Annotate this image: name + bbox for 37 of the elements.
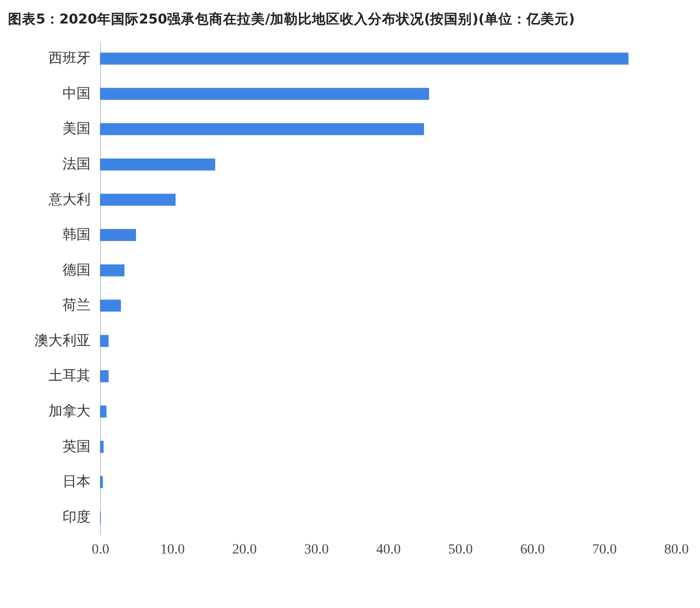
- x-tick-label: 60.0: [520, 542, 545, 558]
- bar: [100, 440, 104, 453]
- y-tick-label: 印度: [62, 509, 90, 526]
- y-tick-label: 德国: [62, 262, 90, 278]
- bar: [100, 406, 106, 418]
- bar: [100, 334, 109, 347]
- bar: [100, 264, 124, 276]
- y-tick-label: 日本: [62, 474, 90, 490]
- x-tick-label: 20.0: [232, 542, 257, 558]
- y-tick-label: 美国: [62, 121, 90, 138]
- x-tick-label: 80.0: [664, 542, 689, 558]
- bar: [100, 52, 628, 65]
- y-tick-label: 中国: [62, 86, 90, 102]
- bar: [100, 123, 424, 136]
- y-tick-label: 加拿大: [48, 404, 90, 420]
- x-tick-label: 0.0: [92, 542, 110, 558]
- y-tick-label: 荷兰: [62, 298, 90, 314]
- x-tick-label: 70.0: [592, 542, 617, 558]
- x-tick-label: 30.0: [304, 542, 329, 558]
- y-tick-label: 英国: [62, 438, 90, 455]
- bar: [100, 229, 136, 242]
- bar: [100, 300, 121, 312]
- bar: [100, 476, 103, 488]
- y-tick-label: 土耳其: [48, 368, 90, 384]
- y-tick-label: 韩国: [62, 227, 90, 244]
- y-tick-label: 法国: [62, 156, 90, 172]
- y-tick-label: 西班牙: [48, 50, 90, 67]
- x-tick-label: 10.0: [160, 542, 185, 558]
- y-tick-label: 澳大利亚: [34, 332, 90, 349]
- y-tick-label: 意大利: [48, 192, 90, 208]
- bar: [100, 194, 176, 206]
- bar: [100, 370, 109, 382]
- chart-title: 图表5：2020年国际250强承包商在拉美/加勒比地区收入分布状况(按国别)(单位：亿美元): [8, 10, 575, 28]
- x-tick-label: 40.0: [376, 542, 401, 558]
- bar: [100, 88, 430, 100]
- x-tick-label: 50.0: [448, 542, 473, 558]
- bar: [100, 158, 216, 170]
